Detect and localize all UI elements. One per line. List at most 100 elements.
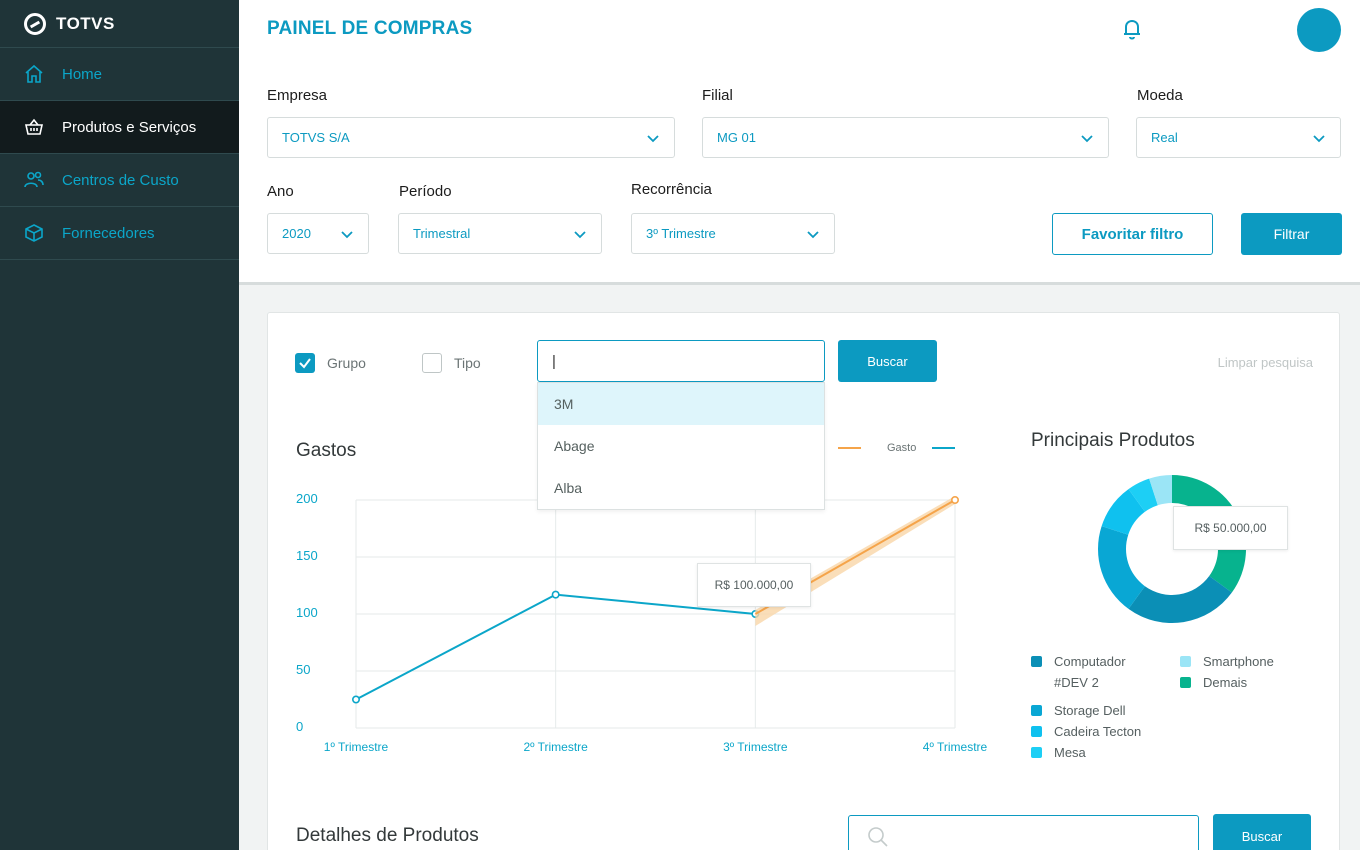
sidebar-item-centros-de-custo[interactable]: Centros de Custo: [0, 154, 239, 207]
ano-select[interactable]: 2020: [267, 213, 369, 254]
chevron-down-icon: [1313, 135, 1325, 143]
filtrar-button[interactable]: Filtrar: [1241, 213, 1342, 255]
recorrencia-select[interactable]: 3º Trimestre: [631, 213, 835, 254]
periodo-select[interactable]: Trimestral: [398, 213, 602, 254]
data-point: [352, 695, 361, 704]
donut-slice[interactable]: [1172, 475, 1246, 593]
legend-label: Cadeira Tecton: [1054, 724, 1142, 739]
legend-label: Mesa: [1054, 745, 1086, 760]
empresa-select[interactable]: TOTVS S/A: [267, 117, 675, 158]
sidebar-item-label: Centros de Custo: [62, 171, 179, 189]
donut-legend-item: Demais: [1180, 675, 1247, 690]
legend-swatch: [1031, 747, 1042, 758]
main-card: Grupo Tipo | Buscar Limpar pesquisa 3M A…: [267, 312, 1340, 850]
legend-swatch-projecao: [838, 447, 861, 449]
donut-legend-item: Cadeira Tecton: [1031, 724, 1141, 739]
favoritar-filtro-button[interactable]: Favoritar filtro: [1052, 213, 1213, 255]
dropdown-option[interactable]: Alba: [554, 480, 583, 496]
basket-icon: [24, 117, 44, 137]
check-icon: [299, 358, 311, 369]
details-search-input[interactable]: [848, 815, 1199, 850]
chevron-down-icon: [1081, 135, 1093, 143]
data-point: [551, 590, 560, 599]
legend-swatch: [1031, 656, 1042, 667]
empresa-label: Empresa: [267, 87, 328, 104]
grupo-label: Grupo: [327, 355, 366, 371]
legend-swatch: [1180, 656, 1191, 667]
legend-label-gasto: Gasto: [887, 442, 917, 454]
legend-label: Computador #DEV 2: [1054, 654, 1126, 690]
data-point: [950, 496, 959, 505]
y-tick-label: 200: [296, 491, 318, 506]
sidebar-item-label: Fornecedores: [62, 224, 155, 242]
totvs-logo-icon: [24, 12, 46, 35]
donut-legend-item: Mesa: [1031, 745, 1086, 760]
donut-legend-item: Computador #DEV 2: [1031, 654, 1161, 693]
details-title: Detalhes de Produtos: [296, 825, 479, 846]
search-icon: [868, 827, 888, 847]
search-dropdown: 3M Abage Alba: [537, 382, 825, 510]
page-title: PAINEL DE COMPRAS: [267, 18, 473, 39]
chevron-down-icon: [807, 231, 819, 239]
dropdown-option[interactable]: Abage: [554, 438, 595, 454]
dropdown-option[interactable]: 3M: [538, 383, 824, 425]
donut-slice[interactable]: [1128, 576, 1232, 623]
x-tick-label: 4º Trimestre: [922, 740, 988, 754]
filters-panel: Empresa TOTVS S/A Filial MG 01 Moeda Rea…: [239, 60, 1360, 285]
users-icon: [24, 170, 44, 190]
chevron-down-icon: [574, 231, 586, 239]
recorrencia-value: 3º Trimestre: [646, 226, 716, 241]
limpar-pesquisa-link[interactable]: Limpar pesquisa: [1217, 355, 1313, 370]
filial-label: Filial: [702, 87, 733, 104]
sidebar-item-fornecedores[interactable]: Fornecedores: [0, 207, 239, 260]
legend-swatch: [1031, 726, 1042, 737]
donut-title: Principais Produtos: [1031, 430, 1195, 451]
legend-label: Smartphone: [1203, 654, 1274, 669]
filial-value: MG 01: [717, 130, 757, 145]
periodo-label: Período: [399, 183, 452, 200]
buscar-button[interactable]: Buscar: [838, 340, 937, 382]
y-tick-label: 0: [296, 719, 304, 734]
bell-icon[interactable]: [1121, 17, 1143, 41]
home-icon: [24, 64, 44, 84]
sidebar-item-produtos[interactable]: Produtos e Serviços: [0, 101, 239, 154]
tipo-label: Tipo: [454, 355, 481, 371]
y-tick-label: 150: [296, 548, 318, 563]
donut-slice[interactable]: [1128, 478, 1158, 512]
y-tick-label: 50: [296, 662, 311, 677]
tipo-checkbox[interactable]: [422, 353, 442, 373]
legend-swatch: [1180, 677, 1191, 688]
legend-label: Storage Dell: [1054, 703, 1126, 718]
donut-slice[interactable]: [1149, 475, 1172, 506]
chart-tooltip: R$ 100.000,00: [697, 563, 811, 607]
grupo-search-input[interactable]: |: [537, 340, 825, 382]
x-tick-label: 1º Trimestre: [323, 740, 389, 754]
moeda-label: Moeda: [1137, 87, 1183, 104]
moeda-select[interactable]: Real: [1136, 117, 1341, 158]
sidebar: TOTVS Home Produtos e Serviços Centros d…: [0, 0, 239, 850]
details-buscar-button[interactable]: Buscar: [1213, 814, 1311, 850]
donut-legend-item: Smartphone: [1180, 654, 1274, 669]
y-tick-label: 100: [296, 605, 318, 620]
legend-swatch: [1031, 705, 1042, 716]
legend-swatch-gasto: [932, 447, 955, 449]
chart-title: Gastos: [296, 440, 357, 461]
moeda-value: Real: [1151, 130, 1178, 145]
donut-slice[interactable]: [1101, 489, 1145, 535]
sidebar-item-label: Produtos e Serviços: [62, 118, 197, 136]
empresa-value: TOTVS S/A: [282, 130, 350, 145]
donut-slice[interactable]: [1098, 526, 1145, 609]
chevron-down-icon: [647, 135, 659, 143]
donut-legend-item: Storage Dell: [1031, 703, 1126, 718]
brand-name: TOTVS: [56, 13, 115, 33]
filial-select[interactable]: MG 01: [702, 117, 1109, 158]
avatar[interactable]: [1297, 8, 1341, 52]
x-tick-label: 3º Trimestre: [723, 740, 788, 754]
recorrencia-label: Recorrência: [631, 181, 712, 198]
sidebar-item-label: Home: [62, 65, 103, 83]
ano-value: 2020: [282, 226, 311, 241]
grupo-checkbox[interactable]: [295, 353, 315, 373]
chevron-down-icon: [341, 231, 353, 239]
sidebar-item-home[interactable]: Home: [0, 48, 239, 101]
periodo-value: Trimestral: [413, 226, 471, 241]
